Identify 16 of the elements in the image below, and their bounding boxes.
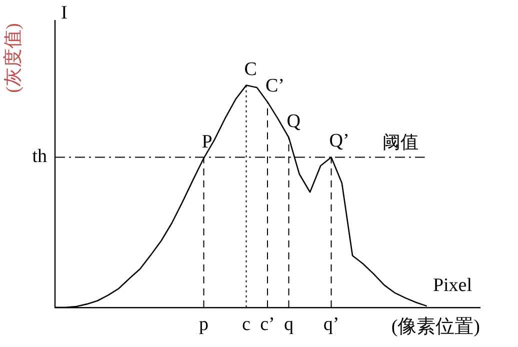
text: th	[32, 146, 48, 168]
annotation: P	[202, 132, 212, 153]
x-tick-label: p	[199, 314, 208, 335]
x-tick-label: c’	[260, 314, 275, 335]
ref-line-label: 阈值	[382, 132, 418, 152]
annotation: C’	[266, 75, 284, 96]
x-tick-label: q’	[323, 314, 340, 335]
annotation: C	[244, 58, 257, 80]
annotation: Q’	[329, 130, 350, 152]
x-tick-label: q	[284, 314, 294, 335]
text: I	[61, 2, 68, 24]
annotation: Q	[286, 110, 301, 132]
x-tick-label: c	[242, 314, 250, 335]
x-axis-title: (像素位置)	[391, 316, 480, 338]
annotation: Pixel	[432, 274, 472, 296]
y-axis-title: (灰度值)	[2, 23, 24, 93]
